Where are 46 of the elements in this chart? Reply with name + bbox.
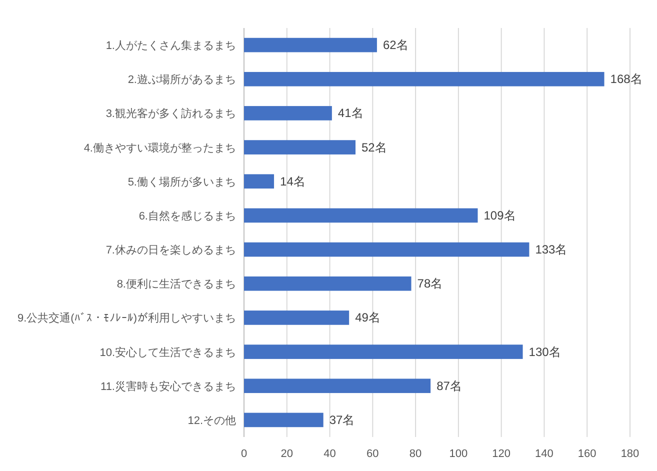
x-tick-label: 140: [535, 448, 554, 460]
bar: [244, 106, 332, 120]
bar: [244, 412, 324, 428]
bar: [244, 344, 523, 359]
y-tick-label: 10.安心して生活できるまち: [100, 346, 236, 359]
bar: [244, 208, 478, 223]
x-tick-label: 180: [620, 448, 640, 460]
y-tick-label: 4.働きやすい環境が整ったまち: [84, 141, 236, 154]
data-label: 87名: [436, 378, 462, 393]
bar: [244, 38, 377, 52]
y-tick-label: 7.休みの日を楽しめるまち: [106, 244, 236, 257]
y-tick-label: 11.災害時も安心できるまち: [100, 380, 236, 393]
data-label: 49名: [355, 310, 380, 325]
y-tick-label: 8.便利に生活できるまち: [116, 278, 236, 291]
data-label: 133名: [535, 242, 568, 257]
x-tick-label: 100: [449, 448, 468, 460]
data-label: 78名: [417, 276, 443, 291]
x-tick-label: 160: [578, 448, 596, 460]
x-tick-label: 120: [492, 448, 511, 460]
y-tick-label: 3.観光客が多く訪れるまち: [106, 107, 236, 120]
data-label: 52名: [362, 140, 387, 154]
y-tick-label: 6.自然を感じるまち: [138, 209, 236, 222]
data-label: 130名: [528, 344, 561, 359]
y-tick-label: 1.人がたくさん集まるまち: [106, 40, 236, 52]
y-tick-label: 5.働く場所が多いまち: [128, 175, 236, 188]
x-tick-label: 40: [324, 448, 336, 460]
bar: [244, 378, 431, 394]
bar: [244, 174, 274, 189]
data-label: 168名: [610, 72, 642, 86]
data-label: 37名: [329, 412, 355, 427]
x-tick-label: 20: [280, 448, 294, 460]
bar: [244, 242, 530, 257]
y-tick-label: 9.公共交通(ﾊﾞｽ・ﾓﾉﾚｰﾙ)が利用しやすいまち: [18, 312, 236, 325]
data-label: 109名: [484, 208, 516, 222]
bar: [244, 310, 350, 325]
data-label: 62名: [382, 38, 408, 52]
x-tick-label: 60: [366, 448, 379, 460]
bar: [244, 72, 604, 86]
y-tick-label: 2.遊ぶ場所があるまち: [128, 73, 236, 86]
data-label: 14名: [280, 174, 306, 188]
y-tick-label: 12.その他: [188, 414, 236, 427]
bar: [244, 276, 412, 291]
bar: [244, 140, 356, 154]
x-tick-label: 80: [409, 448, 422, 460]
data-label: 41名: [338, 106, 364, 120]
x-tick-label: 0: [240, 448, 248, 460]
